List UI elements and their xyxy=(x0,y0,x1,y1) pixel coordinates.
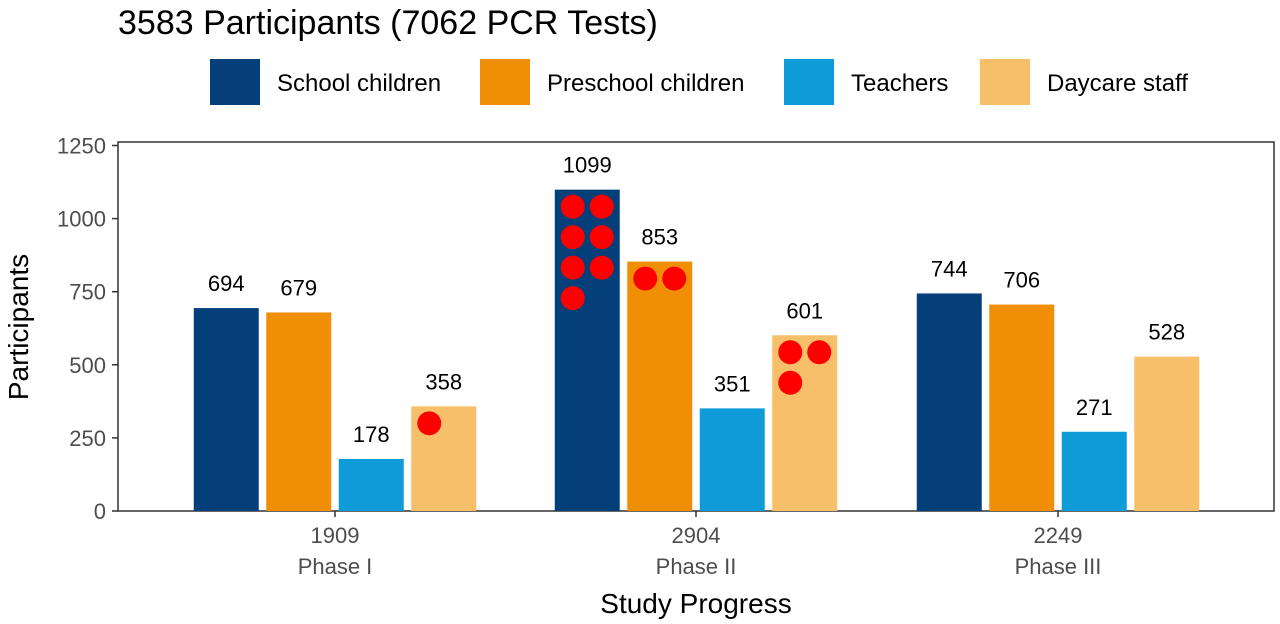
bar-value-label: 679 xyxy=(280,275,317,300)
positive-test-marker xyxy=(560,194,585,219)
legend: School children Preschool children Teacher… xyxy=(210,59,1188,105)
bars xyxy=(193,189,1200,511)
x-axis-title: Study Progress xyxy=(600,588,791,619)
y-axis: 0 250 500 750 1000 1250 xyxy=(57,134,118,524)
x-tick-phase: Phase II xyxy=(656,554,737,579)
bar-value-label: 178 xyxy=(353,422,390,447)
positive-test-marker xyxy=(589,194,614,219)
x-tick-phase: Phase I xyxy=(298,554,373,579)
bar xyxy=(772,335,838,511)
bar xyxy=(627,261,693,511)
positive-test-marker xyxy=(589,255,614,280)
legend-label: Daycare staff xyxy=(1047,70,1188,97)
positive-test-marker xyxy=(417,411,442,436)
bar-value-label: 271 xyxy=(1076,395,1113,420)
y-tick-label: 750 xyxy=(69,280,106,305)
positive-test-marker xyxy=(633,266,658,291)
bar-labels: 694 679 178 358 1099 853 351 601 744 706 271 528 xyxy=(208,153,1185,447)
bar xyxy=(916,293,982,511)
x-tick-phase: Phase III xyxy=(1015,554,1102,579)
y-tick-label: 0 xyxy=(94,499,106,524)
bar xyxy=(699,408,765,511)
y-tick-label: 250 xyxy=(69,426,106,451)
bar-value-label: 694 xyxy=(208,271,245,296)
legend-swatch xyxy=(210,59,260,105)
y-tick-label: 500 xyxy=(69,353,106,378)
bar xyxy=(1134,356,1200,511)
bar-value-label: 601 xyxy=(786,298,823,323)
x-tick-total: 1909 xyxy=(311,523,360,548)
bar-value-label: 706 xyxy=(1003,268,1040,293)
bar xyxy=(989,304,1055,511)
positive-test-marker xyxy=(778,370,803,395)
bar-value-label: 853 xyxy=(641,225,678,250)
y-tick-label: 1000 xyxy=(57,207,106,232)
positive-test-marker xyxy=(807,340,832,365)
positive-test-marker xyxy=(560,255,585,280)
bar-value-label: 528 xyxy=(1148,320,1185,345)
legend-swatch xyxy=(480,59,530,105)
y-axis-title: Participants xyxy=(3,254,34,400)
bar xyxy=(1061,431,1127,511)
positive-test-marker xyxy=(662,266,687,291)
x-axis: 1909 Phase I 2904 Phase II 2249 Phase III xyxy=(298,511,1102,579)
bar-value-label: 351 xyxy=(714,371,751,396)
bar xyxy=(193,308,259,511)
x-tick-total: 2249 xyxy=(1034,523,1083,548)
positive-test-marker xyxy=(589,225,614,250)
x-tick-total: 2904 xyxy=(672,523,721,548)
legend-label: School children xyxy=(277,70,441,97)
chart-title: 3583 Participants (7062 PCR Tests) xyxy=(118,4,658,42)
positive-test-marker xyxy=(560,225,585,250)
legend-label: Teachers xyxy=(851,70,948,97)
y-tick-label: 1250 xyxy=(57,134,106,159)
bar xyxy=(338,458,404,511)
positive-test-marker xyxy=(560,286,585,311)
legend-swatch xyxy=(980,59,1030,105)
bar-value-label: 358 xyxy=(425,369,462,394)
bar xyxy=(266,312,332,511)
bar-value-label: 744 xyxy=(931,256,968,281)
legend-label: Preschool children xyxy=(547,70,744,97)
positive-test-marker xyxy=(778,340,803,365)
bar-value-label: 1099 xyxy=(563,153,612,178)
markers xyxy=(417,194,832,436)
legend-swatch xyxy=(784,59,834,105)
